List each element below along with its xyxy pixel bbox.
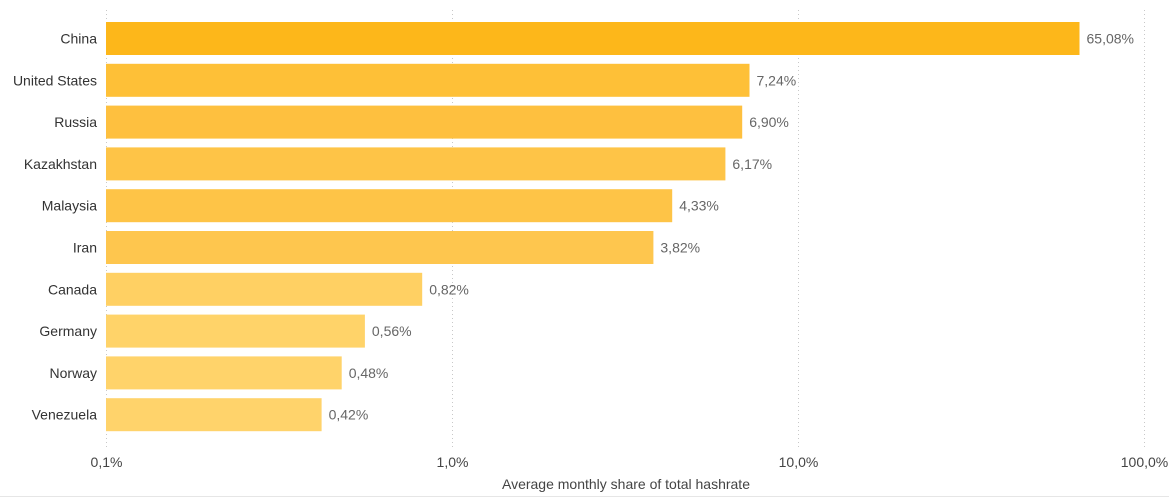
x-tick-label: 0,1% [91,454,123,470]
category-label: Canada [48,281,97,297]
value-label: 0,42% [329,407,369,423]
value-labels: 65,08% 7,24% 6,90% 6,17% 4,33% 3,82% 0,82% 0,56… [329,31,1134,423]
x-tick-label: 1,0% [437,454,469,470]
value-label: 3,82% [660,240,700,256]
value-label: 65,08% [1087,31,1134,47]
bar[interactable] [106,272,423,306]
category-label: United States [13,72,97,88]
x-axis-ticks: 0,1% 1,0% 10,0% 100,0% [91,454,1169,470]
x-axis-title: Average monthly share of total hashrate [502,476,750,492]
bar[interactable] [106,22,1080,55]
bar[interactable] [106,147,726,181]
value-label: 0,82% [429,281,469,297]
bars [106,22,1080,432]
value-label: 7,24% [757,72,797,88]
category-label: Russia [54,114,97,130]
category-label: Kazakhstan [24,156,97,172]
x-tick-label: 10,0% [779,454,819,470]
value-label: 0,56% [372,323,412,339]
category-label: Venezuela [32,407,98,423]
category-label: Iran [73,240,97,256]
category-label: Norway [50,365,97,381]
bar[interactable] [106,105,743,139]
value-label: 0,48% [349,365,389,381]
value-label: 4,33% [679,198,719,214]
category-label: Malaysia [42,198,97,214]
bar[interactable] [106,356,342,390]
category-label: Germany [39,323,97,339]
bar[interactable] [106,231,654,264]
bar[interactable] [106,314,365,348]
bar[interactable] [106,63,750,97]
value-label: 6,17% [732,156,772,172]
x-tick-label: 100,0% [1121,454,1168,470]
category-labels: China United States Russia Kazakhstan Malays… [13,31,97,423]
value-label: 6,90% [749,114,789,130]
category-label: China [60,31,97,47]
bar[interactable] [106,189,673,223]
bar[interactable] [106,398,322,432]
